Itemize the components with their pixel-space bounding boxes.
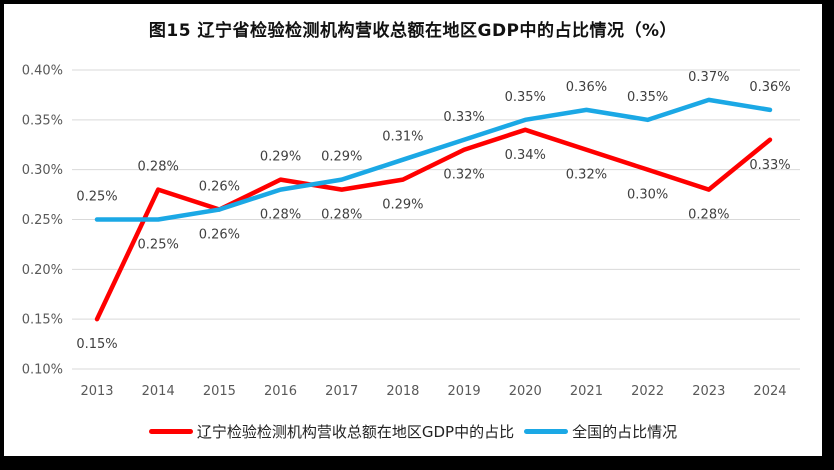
national-data-label: 0.29% — [321, 150, 362, 165]
red-line-swatch — [148, 429, 193, 434]
x-axis-tick-label: 2020 — [509, 384, 542, 399]
liaoning-data-label: 0.33% — [749, 158, 790, 173]
x-axis-tick-label: 2021 — [570, 384, 603, 399]
national-data-label: 0.31% — [382, 130, 423, 145]
liaoning-data-label: 0.29% — [260, 150, 301, 165]
chart-legend: 辽宁检验检测机构营收总额在地区GDP中的占比 全国的占比情况 — [4, 421, 822, 442]
x-axis-tick-label: 2017 — [325, 384, 358, 399]
liaoning-series-line — [94, 127, 773, 322]
x-axis-tick-label: 2018 — [386, 384, 419, 399]
national-data-label: 0.25% — [138, 238, 179, 253]
x-axis-tick-label: 2024 — [753, 384, 786, 399]
y-axis-tick-label: 0.35% — [22, 113, 63, 128]
x-axis-tick-label: 2015 — [203, 384, 236, 399]
y-axis-tick-label: 0.40% — [22, 64, 63, 79]
x-axis-tick-label: 2014 — [142, 384, 175, 399]
y-axis-tick-label: 0.30% — [22, 163, 63, 178]
y-axis-tick-label: 0.10% — [22, 363, 63, 378]
national-data-label: 0.28% — [260, 208, 301, 223]
y-axis-tick-label: 0.20% — [22, 263, 63, 278]
national-data-label: 0.35% — [505, 90, 546, 105]
liaoning-data-label: 0.29% — [382, 198, 423, 213]
liaoning-data-label: 0.34% — [505, 148, 546, 163]
national-data-label: 0.37% — [688, 70, 729, 85]
national-data-label: 0.25% — [76, 190, 117, 205]
national-data-label: 0.26% — [199, 228, 240, 243]
x-axis-tick-label: 2022 — [631, 384, 664, 399]
liaoning-data-label: 0.32% — [443, 168, 484, 183]
blue-line-swatch — [524, 429, 569, 434]
legend-item-national: 全国的占比情况 — [524, 421, 677, 442]
liaoning-data-label: 0.32% — [566, 168, 607, 183]
x-axis-tick-label: 2016 — [264, 384, 297, 399]
liaoning-data-label: 0.30% — [627, 188, 668, 203]
liaoning-data-label: 0.28% — [688, 208, 729, 223]
legend-label-liaoning: 辽宁检验检测机构营收总额在地区GDP中的占比 — [196, 423, 515, 441]
y-axis-tick-label: 0.15% — [22, 313, 63, 328]
national-series-line — [94, 97, 773, 222]
national-data-label: 0.36% — [749, 80, 790, 95]
liaoning-data-label: 0.26% — [199, 180, 240, 195]
national-data-label: 0.35% — [627, 90, 668, 105]
national-data-label: 0.33% — [443, 110, 484, 125]
liaoning-data-label: 0.15% — [76, 337, 117, 352]
x-axis-tick-label: 2023 — [692, 384, 725, 399]
legend-item-liaoning: 辽宁检验检测机构营收总额在地区GDP中的占比 — [148, 421, 515, 442]
y-axis-tick-label: 0.25% — [22, 213, 63, 228]
national-data-label: 0.36% — [566, 80, 607, 95]
liaoning-data-label: 0.28% — [138, 160, 179, 175]
chart-title: 图15 辽宁省检验检测机构营收总额在地区GDP中的占比情况（%） — [148, 21, 678, 41]
x-axis-tick-label: 2019 — [448, 384, 481, 399]
legend-label-national: 全国的占比情况 — [572, 423, 678, 441]
liaoning-data-label: 0.28% — [321, 208, 362, 223]
x-axis-tick-label: 2013 — [80, 384, 113, 399]
